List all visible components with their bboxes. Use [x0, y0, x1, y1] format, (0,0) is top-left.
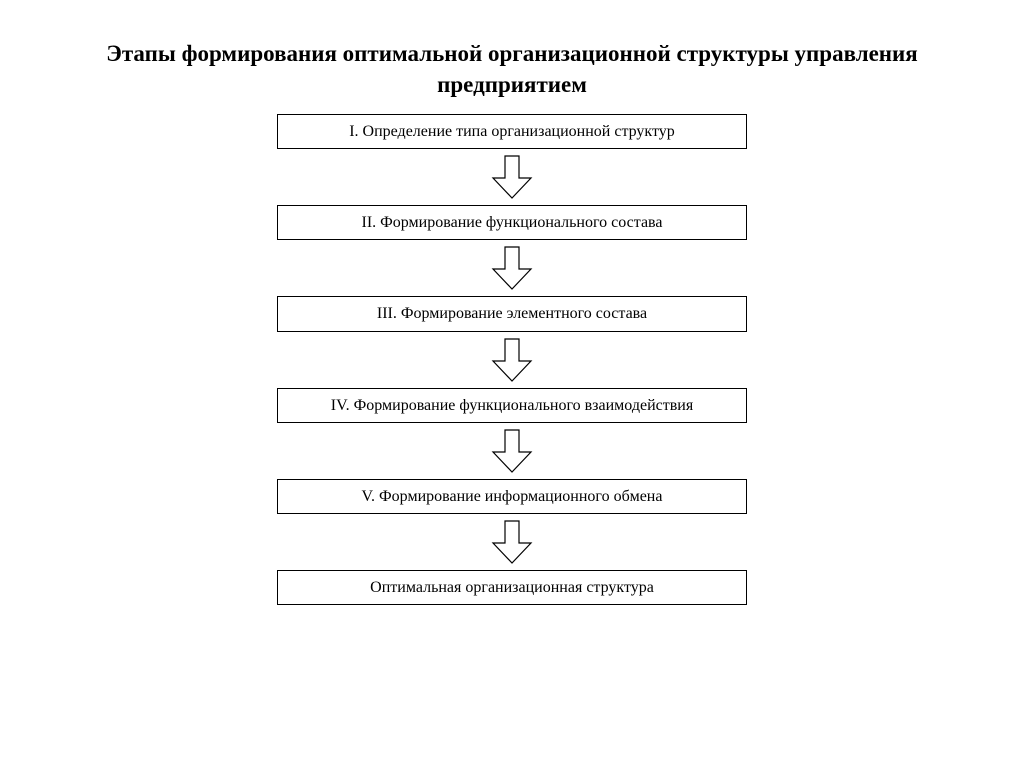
flowchart: I. Определение типа организационной стру…: [0, 114, 1024, 605]
step-box-2: II. Формирование функционального состава: [277, 205, 747, 240]
step-label: II. Формирование функционального состава: [362, 214, 663, 231]
step-box-3: III. Формирование элементного состава: [277, 296, 747, 331]
down-arrow-icon: [491, 428, 533, 474]
step-box-4: IV. Формирование функционального взаимод…: [277, 388, 747, 423]
down-arrow-icon: [491, 154, 533, 200]
step-label: Оптимальная организационная структура: [370, 579, 654, 596]
arrow-5: [491, 514, 533, 570]
down-arrow-icon: [491, 245, 533, 291]
arrow-4: [491, 423, 533, 479]
step-label: III. Формирование элементного состава: [377, 305, 647, 322]
step-label: IV. Формирование функционального взаимод…: [331, 397, 693, 414]
page: Этапы формирования оптимальной организац…: [0, 0, 1024, 767]
step-box-6: Оптимальная организационная структура: [277, 570, 747, 605]
step-label: I. Определение типа организационной стру…: [349, 123, 675, 140]
page-title: Этапы формирования оптимальной организац…: [82, 38, 942, 100]
arrow-2: [491, 240, 533, 296]
arrow-3: [491, 332, 533, 388]
step-label: V. Формирование информационного обмена: [362, 488, 663, 505]
step-box-1: I. Определение типа организационной стру…: [277, 114, 747, 149]
down-arrow-icon: [491, 519, 533, 565]
step-box-5: V. Формирование информационного обмена: [277, 479, 747, 514]
down-arrow-icon: [491, 337, 533, 383]
arrow-1: [491, 149, 533, 205]
